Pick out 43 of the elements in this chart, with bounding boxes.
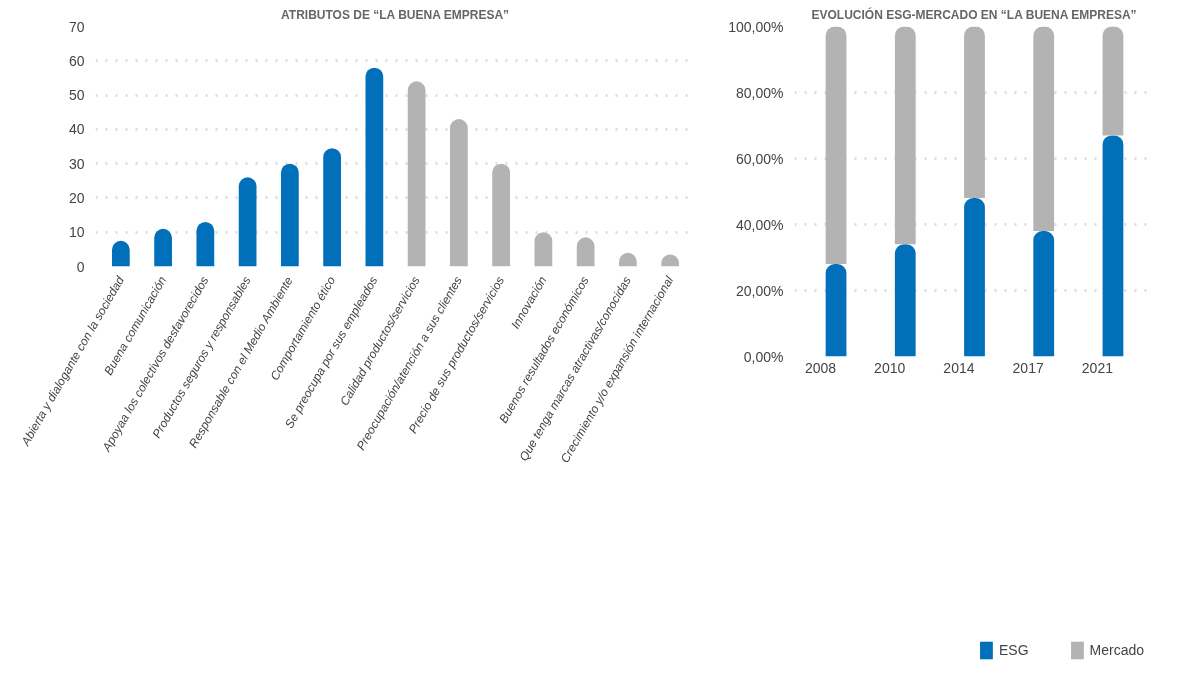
x-tick-label: 2014 — [943, 359, 975, 376]
bar — [534, 232, 553, 267]
y-tick-label: 20 — [68, 189, 85, 206]
x-tick-label: 2010 — [874, 359, 906, 376]
x-tick-label: 2017 — [1012, 359, 1044, 376]
y-tick-label: 20,00% — [736, 282, 784, 299]
y-tick-label: 80,00% — [736, 84, 784, 101]
y-tick-label: 50 — [68, 87, 85, 104]
bar — [323, 148, 341, 267]
bar — [154, 228, 172, 267]
chart-title: EVOLUCIÓN ESG-MERCADO EN “LA BUENA EMPRESA” — [811, 6, 1137, 22]
bar — [825, 26, 847, 265]
y-tick-label: 10 — [68, 224, 85, 241]
y-tick-label: 60,00% — [736, 150, 784, 167]
y-tick-label: 0 — [76, 258, 85, 275]
bar — [1102, 135, 1124, 357]
x-tick-label: 2021 — [1081, 359, 1114, 376]
y-tick-label: 40,00% — [736, 216, 784, 233]
bar — [407, 81, 426, 267]
y-tick-label: 70 — [68, 18, 85, 35]
bar — [238, 177, 257, 267]
y-tick-label: 100,00% — [728, 18, 784, 35]
bar — [196, 221, 215, 267]
bar — [825, 264, 847, 357]
bar — [1033, 26, 1055, 232]
bar — [280, 163, 299, 267]
bar — [894, 26, 916, 245]
legend-label: Mercado — [1089, 642, 1144, 658]
bar — [1033, 231, 1055, 357]
bar — [492, 163, 511, 267]
y-tick-label: 40 — [68, 121, 85, 138]
chart-title: ATRIBUTOS DE “LA BUENA EMPRESA” — [281, 7, 510, 22]
y-tick-label: 60 — [68, 52, 85, 69]
bar — [894, 244, 916, 357]
y-tick-label: 0,00% — [743, 348, 784, 365]
x-tick-label: 2008 — [804, 359, 837, 376]
legend-label: ESG — [998, 642, 1029, 658]
bar — [1102, 26, 1124, 136]
bar — [365, 67, 384, 267]
bar — [450, 119, 468, 267]
y-tick-label: 30 — [68, 155, 85, 172]
bar — [964, 198, 985, 357]
bar — [964, 26, 985, 199]
